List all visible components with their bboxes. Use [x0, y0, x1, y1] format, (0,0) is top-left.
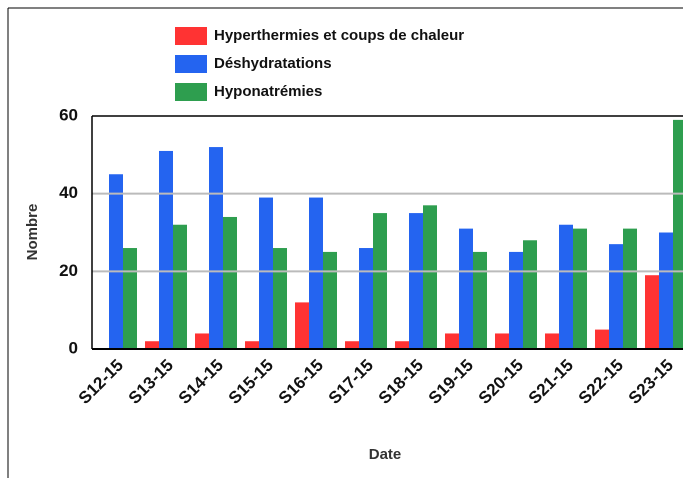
bar: [609, 244, 623, 349]
x-tick-label: S21-15: [525, 356, 577, 408]
bar: [195, 333, 209, 349]
bar: [223, 216, 237, 349]
x-tick-label: S16-15: [275, 356, 327, 408]
bar: [109, 174, 123, 349]
x-axis-title: Date: [369, 446, 402, 463]
bar: [545, 333, 559, 349]
legend-swatch: [175, 83, 207, 101]
x-tick-label: S22-15: [575, 356, 627, 408]
bar: [309, 197, 323, 349]
x-tick-label: S13-15: [125, 356, 177, 408]
y-tick-label: 40: [59, 183, 78, 202]
legend-label: Hyponatrémies: [214, 83, 322, 100]
legend-swatch: [175, 55, 207, 73]
bar: [645, 275, 659, 349]
x-tick-label: S15-15: [225, 356, 277, 408]
bar: [395, 341, 409, 349]
x-tick-label: S19-15: [425, 356, 477, 408]
bar: [473, 251, 487, 349]
bar: [659, 232, 673, 349]
bar: [373, 213, 387, 349]
bar: [159, 150, 173, 349]
x-tick-label: S20-15: [475, 356, 527, 408]
legend-label: Déshydratations: [214, 55, 332, 72]
x-tick-label: S23-15: [625, 356, 677, 408]
bar: [345, 341, 359, 349]
bar: [259, 197, 273, 349]
bar: [595, 329, 609, 349]
y-axis-title: Nombre: [24, 204, 41, 261]
y-tick-label: 0: [69, 338, 78, 357]
bar: [245, 341, 259, 349]
bar: [273, 248, 287, 349]
bar: [323, 251, 337, 349]
bar: [573, 228, 587, 349]
bar: [145, 341, 159, 349]
x-tick-label: S18-15: [375, 356, 427, 408]
bar: [423, 205, 437, 349]
bar: [509, 251, 523, 349]
y-tick-label: 20: [59, 261, 78, 280]
x-tick-label: S12-15: [75, 356, 127, 408]
bar: [123, 248, 137, 349]
bar: [445, 333, 459, 349]
bar: [209, 147, 223, 349]
bar: [495, 333, 509, 349]
bar: [409, 213, 423, 349]
legend-swatch: [175, 27, 207, 45]
legend-label: Hyperthermies et coups de chaleur: [214, 27, 464, 44]
x-tick-label: S14-15: [175, 356, 227, 408]
bar: [359, 248, 373, 349]
bar: [173, 224, 187, 349]
bar: [295, 302, 309, 349]
x-tick-label: S17-15: [325, 356, 377, 408]
plot-area: [109, 119, 683, 349]
bar: [623, 228, 637, 349]
bar: [459, 228, 473, 349]
y-tick-label: 60: [59, 105, 78, 124]
bar: [523, 240, 537, 349]
bar: [559, 224, 573, 349]
bar: [673, 119, 683, 349]
